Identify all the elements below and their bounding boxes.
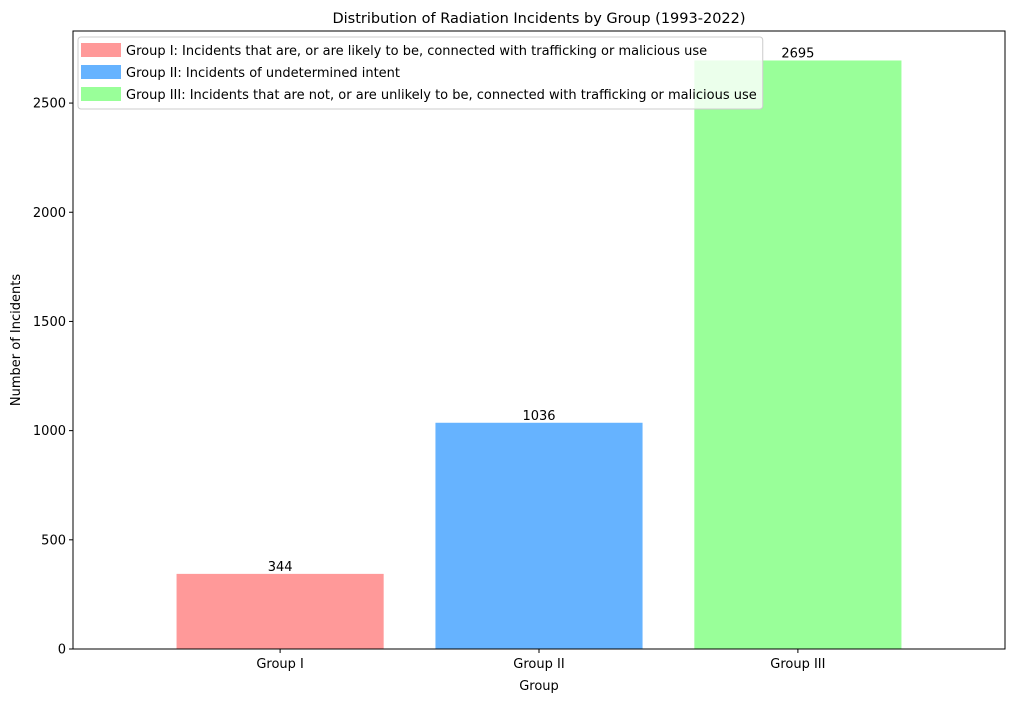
x-tick-label: Group II xyxy=(513,657,564,672)
bar-value-label: 1036 xyxy=(522,409,555,424)
legend-label: Group II: Incidents of undetermined inte… xyxy=(126,66,400,81)
bar-value-label: 2695 xyxy=(781,46,814,61)
y-axis: 0 500 1000 1500 2000 2500 xyxy=(33,97,73,658)
y-tick-label: 1000 xyxy=(33,424,66,439)
bar-group-ii xyxy=(435,422,643,649)
legend-frame xyxy=(77,36,764,110)
x-axis: Group I Group II Group III xyxy=(256,649,825,672)
x-tick-label: Group III xyxy=(770,657,825,672)
y-tick-label: 2000 xyxy=(33,206,66,221)
y-tick-label: 0 xyxy=(58,643,66,658)
bar-group-iii xyxy=(694,60,902,649)
bar-value-label: 344 xyxy=(268,560,293,575)
chart-title: Distribution of Radiation Incidents by G… xyxy=(332,11,745,27)
legend-swatch xyxy=(81,87,121,101)
x-axis-label: Group xyxy=(519,679,559,694)
bar-group-i xyxy=(176,573,384,649)
y-tick-label: 500 xyxy=(41,533,66,548)
legend: Group I: Incidents that are, or are like… xyxy=(77,36,764,110)
y-tick-label: 1500 xyxy=(33,315,66,330)
value-labels-layer: 344 1036 2695 xyxy=(268,46,815,574)
bars-layer xyxy=(176,60,902,649)
legend-label: Group III: Incidents that are not, or ar… xyxy=(126,88,757,103)
legend-swatch xyxy=(81,43,121,57)
legend-swatch xyxy=(81,65,121,79)
y-tick-label: 2500 xyxy=(33,97,66,112)
x-tick-label: Group I xyxy=(256,657,304,672)
legend-label: Group I: Incidents that are, or are like… xyxy=(126,44,707,59)
y-axis-label: Number of Incidents xyxy=(9,274,24,406)
